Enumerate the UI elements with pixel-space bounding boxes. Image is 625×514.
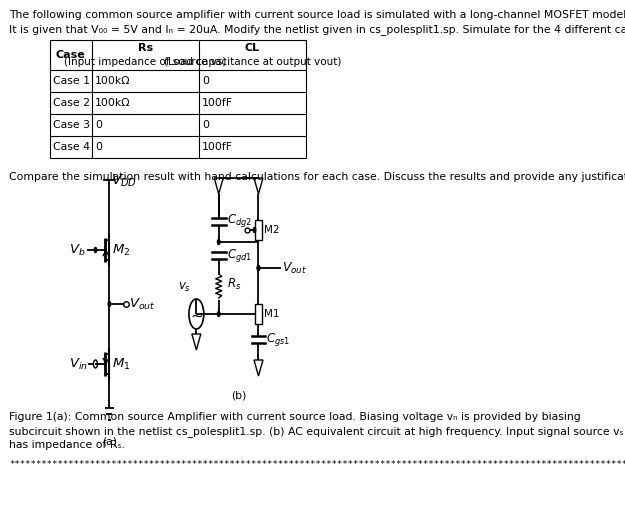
Text: (Input impedance of source vs): (Input impedance of source vs)	[64, 57, 227, 67]
Text: M1: M1	[264, 309, 279, 319]
Text: $V_b$: $V_b$	[69, 243, 86, 258]
Bar	[50, 40, 306, 158]
Text: 100fF: 100fF	[202, 142, 233, 152]
Text: 0: 0	[95, 120, 102, 130]
Text: $V_{in}$: $V_{in}$	[69, 356, 88, 372]
Text: Rs: Rs	[138, 43, 153, 53]
Text: $C_{dg2}$: $C_{dg2}$	[227, 212, 252, 229]
Text: CL: CL	[245, 43, 260, 53]
Text: 0: 0	[95, 142, 102, 152]
Text: (a): (a)	[102, 436, 117, 446]
Circle shape	[217, 311, 220, 317]
Circle shape	[94, 360, 98, 368]
Circle shape	[108, 302, 111, 306]
Text: $V_{out}$: $V_{out}$	[282, 261, 307, 276]
Text: Case 1: Case 1	[52, 76, 90, 86]
Text: M2: M2	[264, 225, 279, 235]
Text: $C_{gs1}$: $C_{gs1}$	[266, 331, 291, 347]
Text: It is given that V₀₀ = 5V and Iₙ = 20uA. Modify the netlist given in cs_polespli: It is given that V₀₀ = 5V and Iₙ = 20uA.…	[9, 24, 625, 35]
Circle shape	[253, 228, 256, 232]
Text: Case: Case	[56, 50, 86, 60]
Text: $M_1$: $M_1$	[112, 356, 131, 372]
Text: subcircuit shown in the netlist cs_polesplit1.sp. (b) AC equivalent circuit at h: subcircuit shown in the netlist cs_poles…	[9, 426, 624, 437]
Text: has impedance of Rₛ.: has impedance of Rₛ.	[9, 440, 125, 450]
Text: ~: ~	[190, 308, 202, 323]
Text: Case 4: Case 4	[52, 142, 90, 152]
Text: $V_{DD}$: $V_{DD}$	[111, 173, 138, 189]
Text: $V_{out}$: $V_{out}$	[129, 297, 156, 311]
Text: Case 3: Case 3	[52, 120, 90, 130]
Text: (Load capacitance at output vout): (Load capacitance at output vout)	[164, 57, 341, 67]
Text: The following common source amplifier with current source load is simulated with: The following common source amplifier wi…	[9, 10, 625, 20]
Circle shape	[217, 240, 220, 245]
Text: 100kΩ: 100kΩ	[95, 76, 131, 86]
Text: 100fF: 100fF	[202, 98, 233, 108]
Text: $R_s$: $R_s$	[227, 277, 241, 291]
Text: (b): (b)	[231, 390, 246, 400]
Text: 100kΩ: 100kΩ	[95, 98, 131, 108]
Text: Figure 1(a): Common source Amplifier with current source load. Biasing voltage v: Figure 1(a): Common source Amplifier wit…	[9, 412, 581, 422]
Text: ********************************************************************************: ****************************************…	[9, 460, 625, 469]
Text: $C_{gd1}$: $C_{gd1}$	[227, 247, 252, 264]
Circle shape	[258, 266, 260, 270]
Bar	[254, 220, 262, 240]
Text: 0: 0	[202, 76, 209, 86]
Bar	[254, 304, 262, 324]
Text: $M_2$: $M_2$	[112, 243, 131, 258]
Text: Compare the simulation result with hand calculations for each case. Discuss the : Compare the simulation result with hand …	[9, 172, 625, 182]
Text: 0: 0	[202, 120, 209, 130]
Text: $v_s$: $v_s$	[178, 281, 191, 294]
Circle shape	[258, 266, 260, 270]
Text: Case 2: Case 2	[52, 98, 90, 108]
Circle shape	[94, 248, 97, 252]
